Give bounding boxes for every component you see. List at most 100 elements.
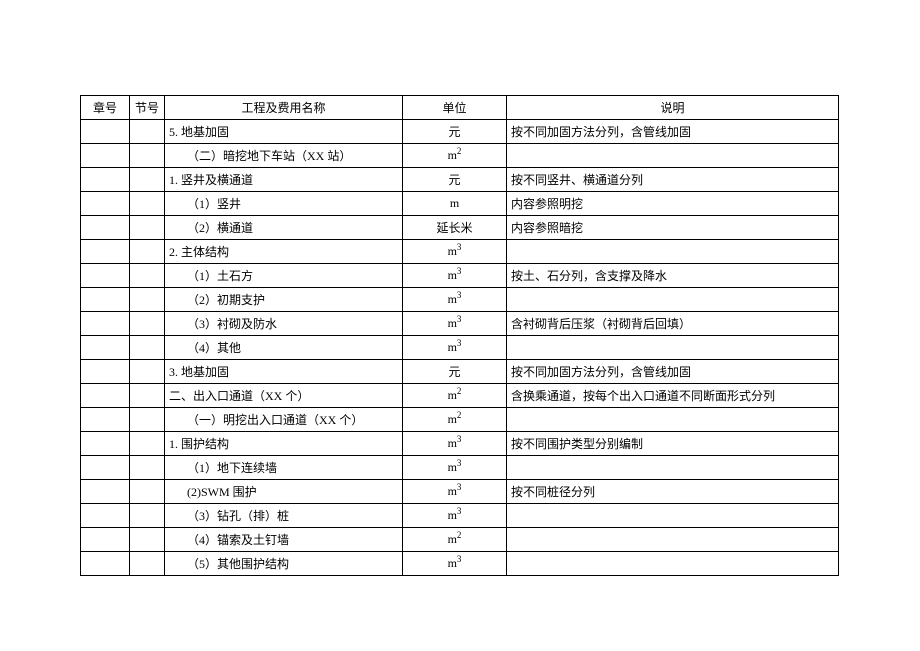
- cell-unit: m3: [403, 552, 507, 576]
- cell-desc: 按不同围护类型分别编制: [507, 432, 839, 456]
- cell-desc: 含换乘通道，按每个出入口通道不同断面形式分列: [507, 384, 839, 408]
- cell-section: [130, 360, 165, 384]
- cell-chapter: [81, 288, 130, 312]
- cell-name: （2）横通道: [165, 216, 403, 240]
- cell-desc: [507, 456, 839, 480]
- cell-name: 5. 地基加固: [165, 120, 403, 144]
- table-row: （1）地下连续墙m3: [81, 456, 839, 480]
- cell-unit: m3: [403, 264, 507, 288]
- cell-desc: [507, 288, 839, 312]
- table-row: （3）钻孔（排）桩m3: [81, 504, 839, 528]
- cell-chapter: [81, 552, 130, 576]
- col-header-section: 节号: [130, 96, 165, 120]
- cell-unit: 元: [403, 168, 507, 192]
- cell-desc: 按不同竖井、横通道分列: [507, 168, 839, 192]
- table-row: 2. 主体结构m3: [81, 240, 839, 264]
- cell-section: [130, 288, 165, 312]
- cell-unit: m3: [403, 240, 507, 264]
- cell-name: （2）初期支护: [165, 288, 403, 312]
- table-row: （1）土石方m3按土、石分列，含支撑及降水: [81, 264, 839, 288]
- cell-section: [130, 504, 165, 528]
- cell-chapter: [81, 480, 130, 504]
- cell-desc: 按不同加固方法分列，含管线加固: [507, 360, 839, 384]
- cell-section: [130, 552, 165, 576]
- cell-section: [130, 384, 165, 408]
- cell-name: 3. 地基加固: [165, 360, 403, 384]
- cell-name: （1）竖井: [165, 192, 403, 216]
- cell-name: （1）土石方: [165, 264, 403, 288]
- cell-name: （一）明挖出入口通道（XX 个）: [165, 408, 403, 432]
- col-header-desc: 说明: [507, 96, 839, 120]
- table-row: （5）其他围护结构m3: [81, 552, 839, 576]
- cell-desc: [507, 504, 839, 528]
- cell-chapter: [81, 456, 130, 480]
- cell-chapter: [81, 384, 130, 408]
- cell-unit: m2: [403, 408, 507, 432]
- cell-desc: [507, 144, 839, 168]
- cell-name: (2)SWM 围护: [165, 480, 403, 504]
- cell-section: [130, 528, 165, 552]
- table-row: (2)SWM 围护m3按不同桩径分列: [81, 480, 839, 504]
- cell-section: [130, 120, 165, 144]
- cell-name: 1. 围护结构: [165, 432, 403, 456]
- cell-section: [130, 456, 165, 480]
- cell-section: [130, 312, 165, 336]
- cost-table: 章号 节号 工程及费用名称 单位 说明 5. 地基加固元按不同加固方法分列，含管…: [80, 95, 839, 576]
- cell-desc: 按不同桩径分列: [507, 480, 839, 504]
- cell-chapter: [81, 312, 130, 336]
- cell-chapter: [81, 504, 130, 528]
- cell-unit: m3: [403, 432, 507, 456]
- cell-name: （1）地下连续墙: [165, 456, 403, 480]
- table-row: （2）初期支护m3: [81, 288, 839, 312]
- cell-unit: 延长米: [403, 216, 507, 240]
- cell-name: 2. 主体结构: [165, 240, 403, 264]
- cell-desc: 内容参照明挖: [507, 192, 839, 216]
- cell-desc: [507, 528, 839, 552]
- cell-desc: 内容参照暗挖: [507, 216, 839, 240]
- table-row: （一）明挖出入口通道（XX 个）m2: [81, 408, 839, 432]
- cell-desc: 按土、石分列，含支撑及降水: [507, 264, 839, 288]
- table-row: 1. 围护结构m3按不同围护类型分别编制: [81, 432, 839, 456]
- cell-section: [130, 408, 165, 432]
- cell-section: [130, 240, 165, 264]
- cell-desc: 按不同加固方法分列，含管线加固: [507, 120, 839, 144]
- cell-name: （3）衬砌及防水: [165, 312, 403, 336]
- cell-section: [130, 480, 165, 504]
- cell-unit: 元: [403, 120, 507, 144]
- cell-section: [130, 336, 165, 360]
- cell-chapter: [81, 120, 130, 144]
- cell-chapter: [81, 144, 130, 168]
- cell-chapter: [81, 408, 130, 432]
- col-header-chapter: 章号: [81, 96, 130, 120]
- cell-chapter: [81, 192, 130, 216]
- cell-unit: m3: [403, 480, 507, 504]
- cell-section: [130, 144, 165, 168]
- col-header-name: 工程及费用名称: [165, 96, 403, 120]
- cell-unit: m2: [403, 384, 507, 408]
- cell-name: （二）暗挖地下车站（XX 站）: [165, 144, 403, 168]
- table-row: 1. 竖井及横通道元按不同竖井、横通道分列: [81, 168, 839, 192]
- table-header-row: 章号 节号 工程及费用名称 单位 说明: [81, 96, 839, 120]
- cell-chapter: [81, 240, 130, 264]
- cell-unit: m3: [403, 504, 507, 528]
- table-row: （1）竖井m内容参照明挖: [81, 192, 839, 216]
- cell-name: 二、出入口通道（XX 个）: [165, 384, 403, 408]
- cell-desc: [507, 336, 839, 360]
- cell-section: [130, 168, 165, 192]
- cell-unit: m2: [403, 144, 507, 168]
- cell-unit: 元: [403, 360, 507, 384]
- table-row: （4）锚索及土钉墙m2: [81, 528, 839, 552]
- cell-chapter: [81, 216, 130, 240]
- cell-unit: m2: [403, 528, 507, 552]
- table-row: 3. 地基加固元按不同加固方法分列，含管线加固: [81, 360, 839, 384]
- table-row: 二、出入口通道（XX 个）m2含换乘通道，按每个出入口通道不同断面形式分列: [81, 384, 839, 408]
- cell-desc: [507, 408, 839, 432]
- table-row: 5. 地基加固元按不同加固方法分列，含管线加固: [81, 120, 839, 144]
- cell-section: [130, 192, 165, 216]
- cell-desc: 含衬砌背后压浆（衬砌背后回填）: [507, 312, 839, 336]
- cell-chapter: [81, 264, 130, 288]
- cell-desc: [507, 240, 839, 264]
- cell-chapter: [81, 432, 130, 456]
- cell-chapter: [81, 528, 130, 552]
- cell-unit: m3: [403, 456, 507, 480]
